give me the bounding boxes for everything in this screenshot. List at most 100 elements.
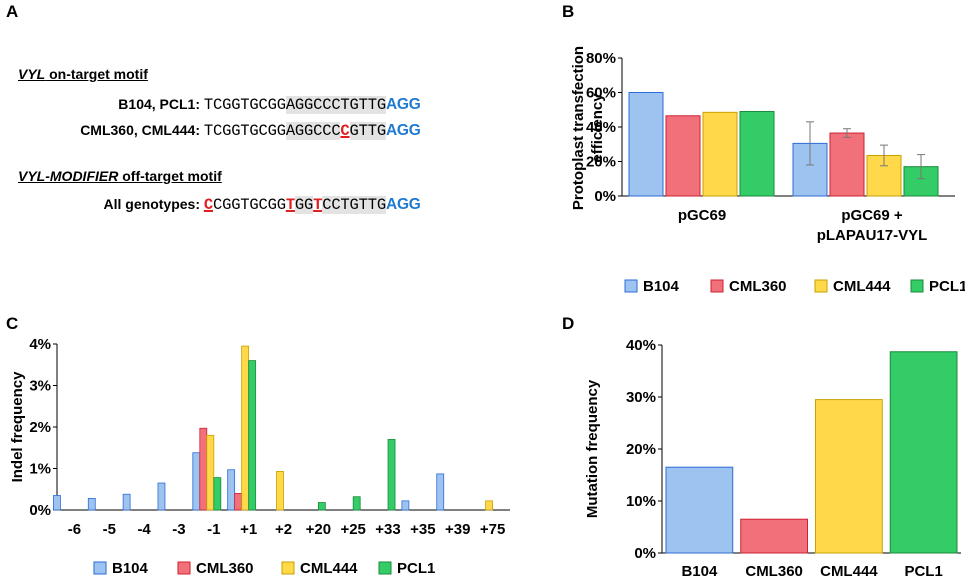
bar-c-b104	[401, 500, 410, 511]
chart-b-xtick: pGC69	[678, 207, 726, 224]
bar-d-cml360	[740, 518, 808, 554]
seq-row-1-label: B104, PCL1:	[118, 96, 200, 112]
off-target-rest: off-target motif	[118, 168, 222, 184]
bar-c-pcl1	[248, 360, 257, 511]
bar-d-cml444	[815, 399, 883, 554]
chart-b-ylabel-line: Protoplast transfection	[570, 46, 587, 210]
seq-segment-n: TCGGTGCGG	[203, 122, 286, 140]
bar-b-cml360	[665, 115, 701, 197]
chart-c-ylabel: Indel frequency	[9, 371, 26, 483]
bar-c-b104	[192, 452, 201, 511]
legend-swatch-cml360	[177, 561, 191, 575]
seq-row-1-sequence: TCGGTGCGGAGGCCCTGTTGAGG	[204, 96, 421, 114]
bar-c-cml444	[276, 471, 284, 511]
chart-d-xtick: PCL1	[904, 563, 942, 580]
legend-swatch-cml360	[710, 279, 724, 293]
chart-c-xtick: +35	[410, 521, 435, 538]
seq-segment-hl: GTTG	[349, 122, 386, 140]
panel-label-a: A	[6, 2, 19, 21]
chart-c-ytick: 4%	[29, 336, 51, 353]
off-target-title: VYL-MODIFIER off-target motif	[18, 168, 222, 184]
seq-segment-mm: C	[340, 122, 350, 140]
panel-label-c: C	[6, 314, 19, 333]
chart-d-ytick: 10%	[626, 493, 656, 510]
seq-row-3-label: All genotypes:	[103, 196, 200, 212]
chart-c-ytick: 1%	[29, 461, 51, 478]
bar-c-b104	[87, 497, 96, 511]
bar-d-b104	[665, 466, 734, 554]
bar-c-pcl1	[317, 502, 326, 511]
bar-c-cml444	[485, 500, 493, 511]
seq-row-3-sequence: CCGGTGCGGTGGTCCTGTTGAGG	[204, 196, 421, 214]
bar-c-pcl1	[213, 477, 222, 511]
chart-c-xtick: +2	[275, 521, 292, 538]
legend-swatch-b104	[624, 279, 638, 293]
bar-c-b104	[436, 473, 445, 511]
panel-label-b: B	[562, 2, 575, 21]
bar-b-cml360	[829, 132, 865, 197]
seq-segment-n: CGGTGCGG	[213, 196, 286, 214]
chart-b-xtick: pGC69 +	[841, 207, 903, 224]
bar-c-b104	[122, 493, 131, 511]
seq-row-1: B104, PCL1: TCGGTGCGGAGGCCCTGTTGAGG	[18, 96, 421, 114]
chart-c-xtick: +39	[445, 521, 470, 538]
on-target-rest: on-target motif	[45, 66, 148, 82]
seq-row-2-label: CML360, CML444:	[80, 122, 200, 138]
chart-d-ytick: 20%	[626, 441, 656, 458]
chart-b-ylabel-line: efficiency	[589, 93, 606, 163]
chart-d-ytick: 40%	[626, 337, 656, 354]
chart-b-ytick: 0%	[594, 188, 616, 205]
chart-c: 0% 1% 2% 3% 4% Indel frequency -6 -5 -4 -3 -1 +1 +2 +…	[9, 336, 510, 577]
legend-label-pcl1: PCL1	[929, 278, 965, 295]
legend-swatch-cml444	[281, 561, 295, 575]
seq-segment-n: TCGGTGCGG	[203, 96, 286, 114]
seq-segment-mm: T	[285, 196, 295, 214]
chart-b-ytick: 20%	[586, 154, 616, 171]
chart-c-xtick: +25	[340, 521, 365, 538]
bar-b-cml444	[702, 111, 738, 197]
legend-swatch-pcl1	[378, 561, 392, 575]
chart-c-xtick: +75	[480, 521, 505, 538]
bar-c-cml444	[241, 345, 250, 511]
seq-segment-hl: AGGCCCTGTTG	[285, 96, 386, 114]
chart-b: 0% 20% 40% 60% 80%Protoplast transfection eff…	[570, 46, 965, 295]
seq-row-3: All genotypes: CCGGTGCGGTGGTCCTGTTGAGG	[18, 196, 421, 214]
on-target-title: VYL on-target motif	[18, 66, 148, 82]
chart-d-ylabel: Mutation frequency	[584, 379, 601, 518]
bar-b-b104	[792, 142, 828, 197]
bar-c-cml444	[206, 434, 215, 511]
chart-c-xtick: +33	[375, 521, 400, 538]
chart-c-ytick: 2%	[29, 419, 51, 436]
bar-d-pcl1	[889, 351, 958, 554]
chart-c-xtick: +1	[240, 521, 257, 538]
chart-d-ytick: 0%	[634, 545, 656, 562]
legend-swatch-b104	[93, 561, 107, 575]
seq-segment-pam: AGG	[385, 96, 421, 113]
seq-segment-mm: C	[203, 196, 213, 214]
seq-segment-pam: AGG	[385, 122, 421, 139]
chart-c-xtick: -1	[207, 521, 220, 538]
bar-c-b104	[53, 495, 61, 511]
seq-segment-hl: CCTGTTG	[322, 196, 386, 214]
bar-c-cml360	[199, 427, 208, 511]
chart-c-xtick: -4	[137, 521, 151, 538]
bar-c-b104	[227, 469, 236, 511]
chart-d: 0% 10% 20% 30% 40% Mutation frequency B104 CML3…	[584, 337, 961, 580]
bar-c-pcl1	[387, 439, 396, 511]
bar-b-pcl1	[739, 110, 775, 197]
legend-label-cml360: CML360	[196, 560, 254, 577]
chart-b-ytick: 40%	[586, 119, 616, 136]
chart-b-ytick: 60%	[586, 85, 616, 102]
on-target-gene: VYL	[18, 66, 46, 82]
legend-label-cml360: CML360	[729, 278, 787, 295]
legend-label-pcl1: PCL1	[397, 560, 435, 577]
seq-segment-pam: AGG	[385, 196, 421, 213]
bar-c-pcl1	[352, 496, 361, 511]
chart-c-ytick: 3%	[29, 378, 51, 395]
legend-label-b104: B104	[112, 560, 149, 577]
chart-d-ytick: 30%	[626, 389, 656, 406]
chart-c-xtick: +20	[306, 521, 331, 538]
chart-d-xtick: CML444	[820, 563, 878, 580]
chart-b-ytick: 80%	[586, 50, 616, 67]
chart-b-ylabel: Protoplast transfection efficiency	[570, 46, 606, 210]
